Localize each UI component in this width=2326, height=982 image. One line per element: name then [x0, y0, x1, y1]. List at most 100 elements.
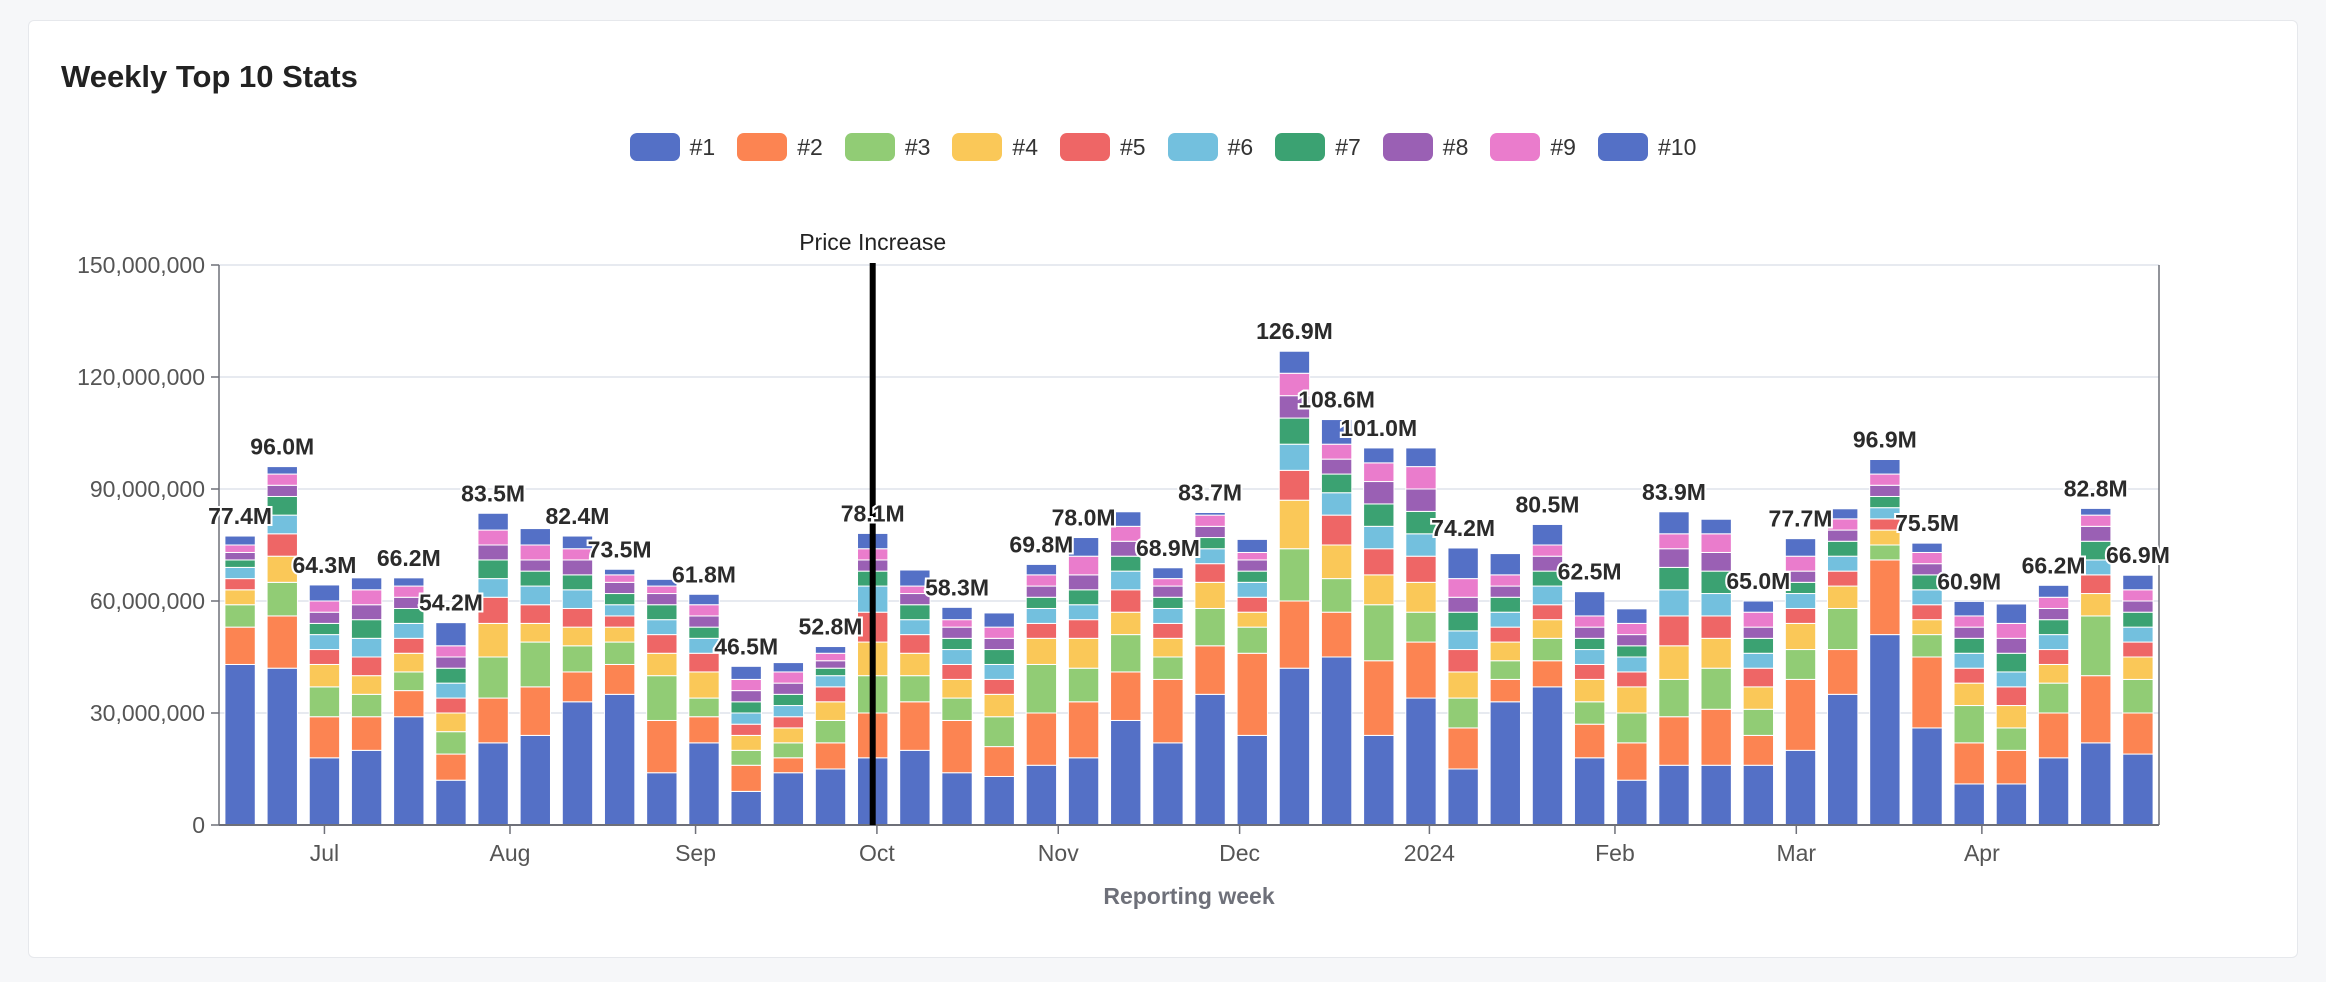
bar-segment[interactable]: [1278, 548, 1311, 602]
bar-segment[interactable]: [1953, 682, 1985, 707]
bar-segment[interactable]: [1784, 749, 1817, 826]
bar-segment[interactable]: [941, 619, 973, 628]
bar-segment[interactable]: [1363, 548, 1395, 576]
bar-segment[interactable]: [435, 753, 467, 781]
bar-segment[interactable]: [1236, 570, 1268, 583]
bar-segment[interactable]: [1110, 611, 1142, 636]
bar-segment[interactable]: [2122, 753, 2154, 826]
bar-segment[interactable]: [814, 660, 847, 669]
bar-segment[interactable]: [1953, 783, 1985, 826]
bar-segment[interactable]: [1911, 542, 1943, 553]
bar-segment[interactable]: [1405, 555, 1437, 583]
bar-segment[interactable]: [477, 656, 509, 699]
bar-segment[interactable]: [1236, 626, 1268, 654]
bar-segment[interactable]: [1573, 723, 1606, 759]
bar-segment[interactable]: [1616, 634, 1648, 647]
bar-segment[interactable]: [646, 578, 678, 587]
bar-segment[interactable]: [1995, 705, 2028, 729]
bar-segment[interactable]: [1869, 473, 1901, 486]
bar-segment[interactable]: [1152, 578, 1184, 587]
bar-segment[interactable]: [1953, 600, 1985, 617]
bar-segment[interactable]: [603, 663, 636, 695]
bar-segment[interactable]: [941, 772, 973, 826]
bar-segment[interactable]: [688, 697, 720, 718]
bar-segment[interactable]: [1489, 596, 1521, 613]
bar-segment[interactable]: [1363, 525, 1395, 550]
bar-segment[interactable]: [2122, 600, 2154, 613]
bar-segment[interactable]: [1110, 570, 1142, 591]
bar-segment[interactable]: [266, 667, 298, 826]
bar-segment[interactable]: [1025, 585, 1058, 598]
bar-segment[interactable]: [1573, 615, 1606, 628]
bar-segment[interactable]: [730, 712, 762, 725]
bar-segment[interactable]: [477, 544, 509, 561]
bar-segment[interactable]: [1025, 764, 1058, 826]
bar-segment[interactable]: [772, 693, 805, 707]
bar-segment[interactable]: [1236, 559, 1268, 572]
bar-segment[interactable]: [350, 577, 383, 591]
bar-segment[interactable]: [1067, 604, 1100, 621]
bar-segment[interactable]: [561, 671, 594, 703]
bar-segment[interactable]: [1152, 585, 1184, 598]
bar-segment[interactable]: [1658, 533, 1690, 550]
bar-segment[interactable]: [1573, 663, 1606, 680]
bar-segment[interactable]: [772, 772, 805, 826]
bar-segment[interactable]: [393, 577, 425, 587]
bar-segment[interactable]: [266, 581, 298, 617]
bar-segment[interactable]: [603, 574, 636, 583]
bar-segment[interactable]: [899, 619, 931, 636]
bar-segment[interactable]: [561, 589, 594, 609]
bar-segment[interactable]: [1236, 734, 1268, 826]
bar-segment[interactable]: [983, 626, 1015, 639]
bar-segment[interactable]: [350, 619, 383, 639]
bar-segment[interactable]: [1489, 660, 1521, 680]
bar-segment[interactable]: [730, 723, 762, 736]
bar-segment[interactable]: [1447, 611, 1479, 632]
bar-segment[interactable]: [1869, 634, 1901, 826]
bar-segment[interactable]: [688, 593, 720, 606]
bar-segment[interactable]: [899, 604, 931, 621]
bar-segment[interactable]: [646, 634, 678, 654]
bar-segment[interactable]: [772, 705, 805, 718]
bar-segment[interactable]: [1573, 591, 1606, 617]
bar-segment[interactable]: [350, 693, 383, 718]
bar-segment[interactable]: [393, 690, 425, 718]
bar-segment[interactable]: [1827, 508, 1859, 520]
bar-segment[interactable]: [1447, 649, 1479, 673]
bar-segment[interactable]: [1236, 611, 1268, 628]
bar-segment[interactable]: [1616, 779, 1648, 826]
bar-segment[interactable]: [1953, 705, 1985, 744]
bar-segment[interactable]: [814, 719, 847, 744]
bar-segment[interactable]: [1742, 637, 1775, 654]
bar-segment[interactable]: [1278, 600, 1311, 669]
bar-segment[interactable]: [1869, 484, 1901, 497]
bar-segment[interactable]: [1067, 537, 1100, 557]
bar-segment[interactable]: [2037, 596, 2070, 609]
bar-segment[interactable]: [814, 652, 847, 662]
bar-segment[interactable]: [1067, 574, 1100, 591]
bar-segment[interactable]: [1953, 652, 1985, 669]
bar-segment[interactable]: [519, 544, 551, 561]
bar-segment[interactable]: [1320, 656, 1353, 826]
bar-segment[interactable]: [308, 649, 341, 665]
bar-segment[interactable]: [730, 764, 762, 792]
bar-segment[interactable]: [1700, 615, 1732, 639]
bar-segment[interactable]: [1573, 626, 1606, 639]
bar-segment[interactable]: [1742, 667, 1775, 688]
bar-segment[interactable]: [1320, 473, 1353, 494]
bar-segment[interactable]: [1025, 712, 1058, 766]
bar-segment[interactable]: [1658, 764, 1690, 826]
bar-segment[interactable]: [561, 607, 594, 628]
bar-segment[interactable]: [1827, 540, 1859, 557]
bar-segment[interactable]: [1489, 574, 1521, 587]
bar-segment[interactable]: [477, 596, 509, 624]
bar-segment[interactable]: [2122, 574, 2154, 591]
bar-segment[interactable]: [477, 622, 509, 658]
bar-segment[interactable]: [1531, 544, 1564, 557]
bar-segment[interactable]: [1405, 641, 1437, 699]
bar-segment[interactable]: [561, 574, 594, 591]
bar-segment[interactable]: [646, 772, 678, 826]
bar-segment[interactable]: [1363, 734, 1395, 826]
bar-segment[interactable]: [350, 589, 383, 606]
bar-segment[interactable]: [941, 678, 973, 699]
